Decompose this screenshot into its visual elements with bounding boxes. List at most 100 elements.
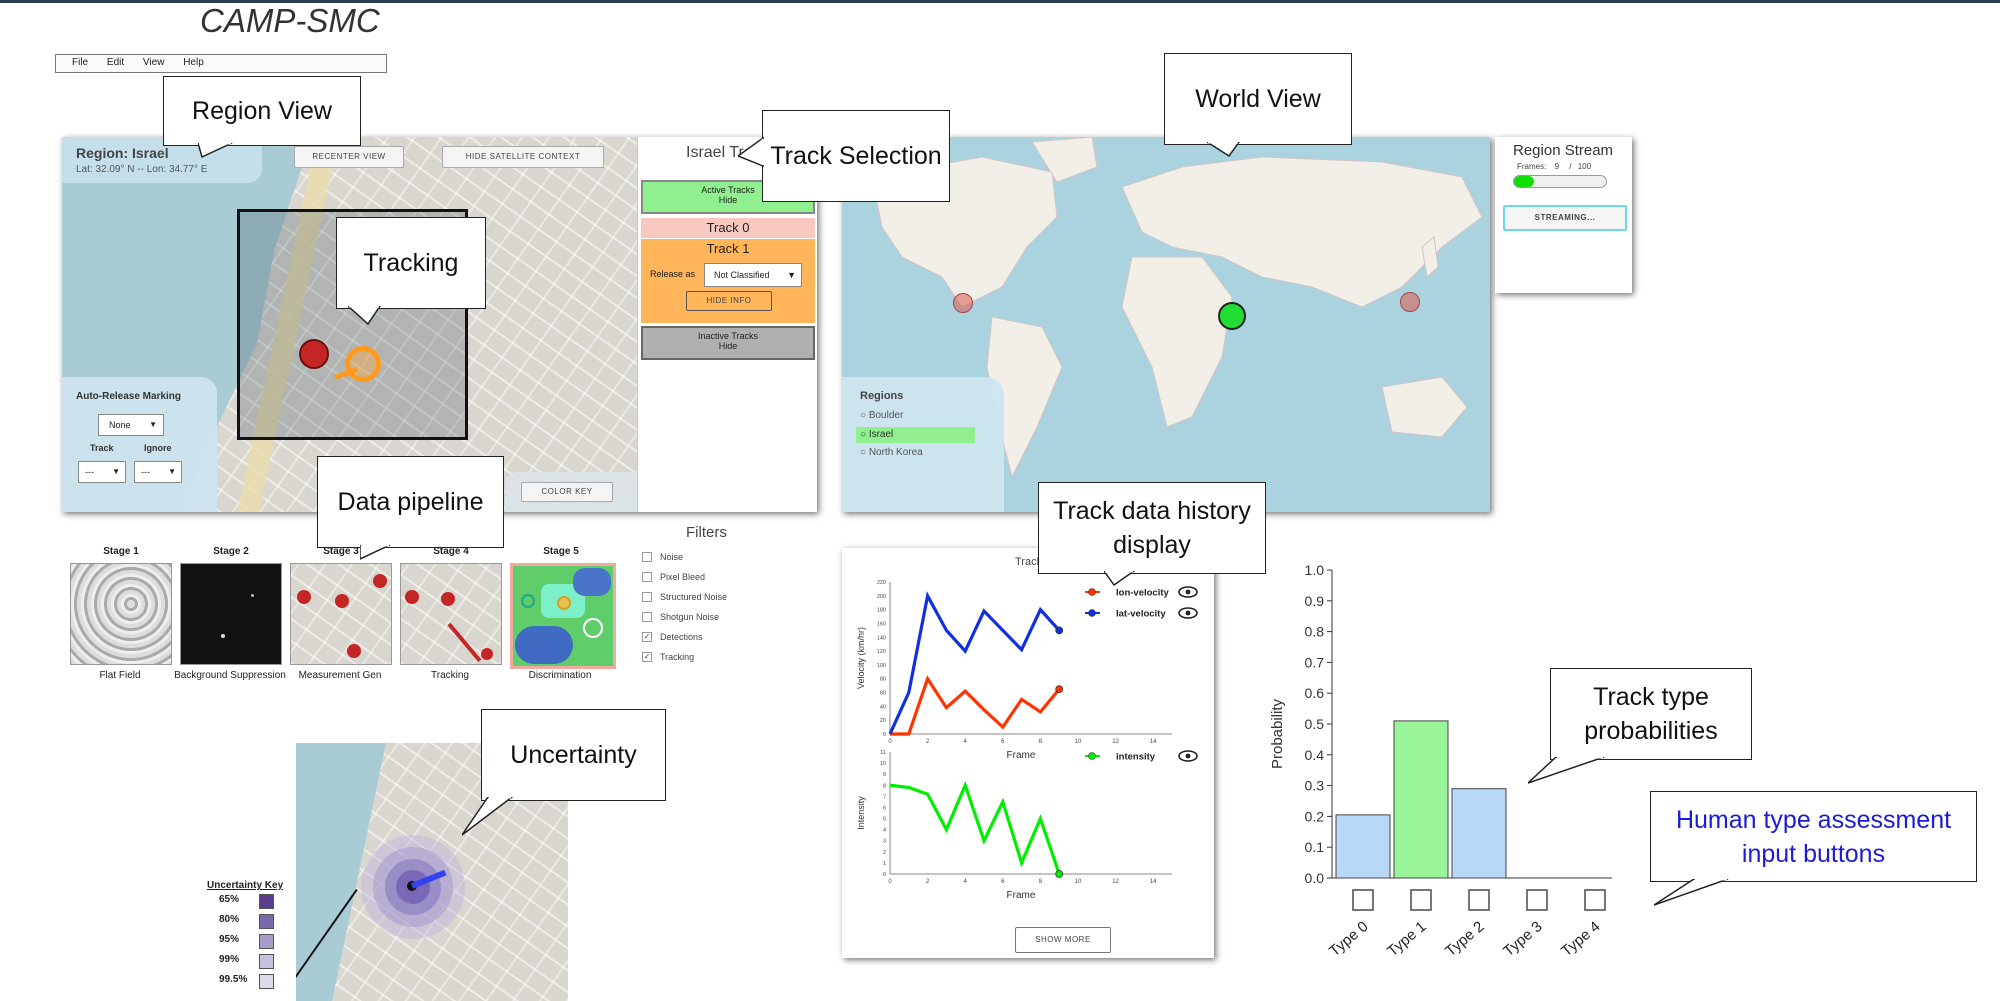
type-input-button[interactable] bbox=[1410, 889, 1432, 911]
hide-satellite-button[interactable]: HIDE SATELLITE CONTEXT bbox=[442, 146, 604, 168]
auto-release-select[interactable]: None ▼ bbox=[98, 414, 164, 436]
callout-track-selection: Track Selection bbox=[762, 110, 950, 202]
filter-noise-label: Noise bbox=[660, 552, 684, 562]
filters-title: Filters bbox=[686, 524, 727, 541]
checkbox-checked[interactable]: ✓ bbox=[642, 652, 652, 662]
menu-file[interactable]: File bbox=[72, 57, 89, 68]
filter-pixel-bleed[interactable]: Pixel Bleed bbox=[642, 567, 762, 587]
stage-1-image[interactable] bbox=[70, 563, 172, 665]
star-dot bbox=[221, 634, 225, 638]
inactive-tracks-hide[interactable]: Hide bbox=[718, 341, 738, 351]
legend-marker bbox=[1088, 752, 1096, 760]
track-marker-red[interactable] bbox=[299, 339, 329, 369]
callout-world-view: World View bbox=[1164, 53, 1352, 145]
active-tracks-hide[interactable]: Hide bbox=[718, 195, 738, 205]
track-marker-orange[interactable] bbox=[345, 346, 381, 382]
track-0-row[interactable]: Track 0 bbox=[641, 218, 815, 238]
filter-tracking[interactable]: ✓ Tracking bbox=[642, 647, 762, 667]
stage-5-image[interactable] bbox=[510, 563, 616, 669]
uncertainty-key-row: 99.5% bbox=[207, 974, 297, 994]
checkbox[interactable] bbox=[642, 572, 652, 582]
uncertainty-99-5-swatch bbox=[259, 974, 274, 989]
uncertainty-65-swatch bbox=[259, 894, 274, 909]
japan bbox=[1421, 236, 1439, 278]
type-probability-chart: 0.0 0.1 0.2 0.3 0.4 0.5 0.6 0.7 0.8 0.9 1.0 Probabi… bbox=[1269, 562, 1612, 960]
x-axis-label: Frame bbox=[1007, 890, 1036, 901]
history-title: Track bbox=[1015, 556, 1043, 568]
filter-noise[interactable]: Noise bbox=[642, 547, 762, 567]
type-input-button[interactable] bbox=[1352, 889, 1374, 911]
track-select[interactable]: --- ▼ bbox=[78, 461, 126, 483]
filter-shotgun-noise[interactable]: Shotgun Noise bbox=[642, 607, 762, 627]
filter-pixel-bleed-label: Pixel Bleed bbox=[660, 572, 706, 582]
series-line-lat-velocity bbox=[888, 591, 1061, 735]
region-marker-boulder[interactable] bbox=[953, 293, 973, 313]
region-item-israel-label: Israel bbox=[868, 429, 894, 440]
track-line bbox=[447, 622, 482, 663]
series-line-intensity bbox=[889, 780, 1061, 875]
y-tick-label: 1 bbox=[883, 861, 886, 867]
uncertainty-key-row: 65% bbox=[207, 894, 297, 914]
streaming-button[interactable]: STREAMING... bbox=[1503, 205, 1627, 231]
recenter-view-button[interactable]: RECENTER VIEW bbox=[294, 146, 404, 168]
y-tick-label: 0.8 bbox=[1305, 624, 1325, 640]
y-tick-label: 20 bbox=[880, 718, 886, 724]
region-item-north-korea[interactable]: ○ North Korea bbox=[860, 447, 923, 458]
stage-2-image[interactable] bbox=[180, 563, 282, 665]
menu-edit[interactable]: Edit bbox=[106, 57, 125, 68]
y-tick-label: 0.6 bbox=[1305, 685, 1325, 701]
bullet-icon: ○ bbox=[860, 429, 869, 440]
stage-5-label: Stage 5 bbox=[543, 546, 579, 557]
color-key-button[interactable]: COLOR KEY bbox=[521, 482, 613, 502]
y-tick-label: 0.1 bbox=[1305, 839, 1325, 855]
region-view-panel: Region: Israel Lat: 32.09° N -- Lon: 34.… bbox=[62, 137, 817, 512]
track-1-panel[interactable]: Track 1 Release as Not Classified ▼ HIDE… bbox=[641, 239, 815, 323]
callout-tail bbox=[738, 136, 765, 168]
legend-label: lon-velocity bbox=[1116, 588, 1170, 599]
checkbox[interactable] bbox=[642, 592, 652, 602]
uncertainty-key-row: 95% bbox=[207, 934, 297, 954]
stage-3-image[interactable] bbox=[290, 563, 392, 665]
filter-structured-noise[interactable]: Structured Noise bbox=[642, 587, 762, 607]
uncertainty-key-row: 80% bbox=[207, 914, 297, 934]
region-item-israel[interactable]: ○ Israel bbox=[856, 427, 975, 443]
filter-detections[interactable]: ✓ Detections bbox=[642, 627, 762, 647]
filters-panel: Filters Noise Pixel Bleed Structured Noi… bbox=[642, 524, 762, 667]
region-item-boulder[interactable]: ○ Boulder bbox=[860, 410, 903, 421]
uncertainty-65-label: 65% bbox=[219, 894, 240, 905]
show-more-button[interactable]: SHOW MORE bbox=[1015, 927, 1111, 953]
x-tick-label: 4 bbox=[964, 879, 968, 885]
track-history-panel: Track 0 20 40 60 80 100 120 140 160 180 200 220 0 2 4 6… bbox=[842, 548, 1214, 958]
stage-1-caption: Flat Field bbox=[99, 670, 141, 681]
region-marker-north-korea[interactable] bbox=[1400, 292, 1420, 312]
top-border bbox=[0, 0, 2000, 3]
release-as-select[interactable]: Not Classified ▼ bbox=[704, 263, 802, 287]
checkbox-checked[interactable]: ✓ bbox=[642, 632, 652, 642]
type-input-button[interactable] bbox=[1526, 889, 1548, 911]
checkbox[interactable] bbox=[642, 552, 652, 562]
y-tick-label: 0 bbox=[883, 872, 886, 878]
velocity-chart: 0 20 40 60 80 100 120 140 160 180 200 220 0 2 4 6 8 10 12 1… bbox=[856, 580, 1198, 761]
legend-label: intensity bbox=[1116, 752, 1156, 763]
type-input-button[interactable] bbox=[1468, 889, 1490, 911]
type-input-button[interactable] bbox=[1584, 889, 1606, 911]
discrimination-ring bbox=[583, 618, 603, 638]
uncertainty-99-5-label: 99.5% bbox=[219, 974, 248, 985]
stage-4-image[interactable] bbox=[400, 563, 502, 665]
y-tick-label: 40 bbox=[880, 704, 886, 710]
callout-tail bbox=[1207, 142, 1240, 158]
region-marker-israel[interactable] bbox=[1218, 302, 1246, 330]
region-item-north-korea-label: North Korea bbox=[868, 447, 923, 458]
menu-help[interactable]: Help bbox=[183, 57, 204, 68]
menu-view[interactable]: View bbox=[142, 57, 165, 68]
checkbox[interactable] bbox=[642, 612, 652, 622]
pipeline-stages: Stage 1 Stage 2 Stage 3 Stage 4 Stage 5 … bbox=[66, 546, 626, 686]
x-tick-label: 10 bbox=[1075, 879, 1082, 885]
ignore-select[interactable]: --- ▼ bbox=[134, 461, 182, 483]
x-tick-label: 0 bbox=[888, 879, 892, 885]
inactive-tracks-header[interactable]: Inactive Tracks Hide bbox=[641, 326, 815, 360]
uncertainty-map[interactable] bbox=[296, 743, 568, 1001]
hide-info-button[interactable]: HIDE INFO bbox=[686, 291, 772, 311]
bar-type-2 bbox=[1451, 788, 1507, 879]
uncertainty-99-swatch bbox=[259, 954, 274, 969]
